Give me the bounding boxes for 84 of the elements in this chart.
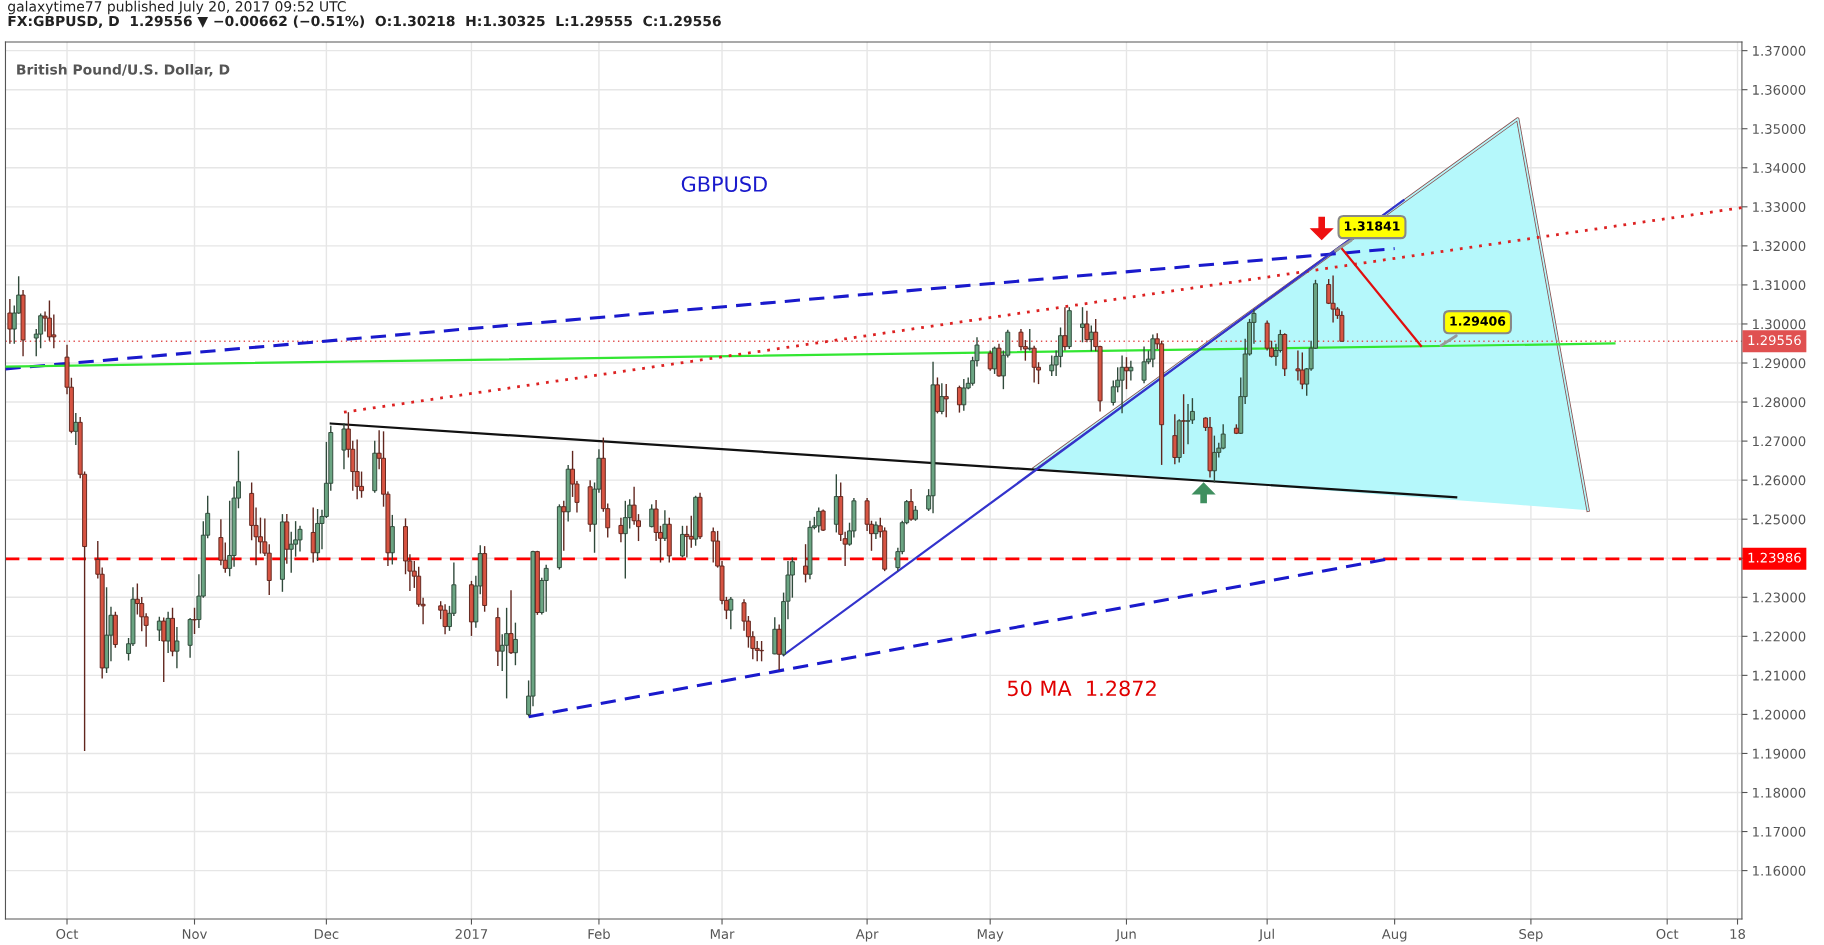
candlestick	[820, 508, 826, 532]
chart-title: FX:GBPUSD, D 1.29556 ▼ −0.00662 (−0.51%) O:1.30218 H:1.30325 L:1.29555 C:1.29556	[8, 15, 721, 29]
y-tick-label: 1.20000	[1753, 709, 1806, 720]
candlestick	[543, 564, 549, 613]
candlestick	[192, 607, 197, 635]
x-tick-label: Nov	[182, 929, 207, 939]
x-tick-label: May	[977, 929, 1004, 942]
x-tick-label: 18	[1730, 928, 1746, 939]
candlestick	[710, 526, 716, 564]
y-tick-label: 1.36000	[1753, 84, 1806, 95]
candlestick	[1031, 345, 1037, 384]
candlestick	[1330, 274, 1336, 324]
candlestick	[51, 313, 57, 349]
candlestick	[908, 488, 914, 522]
y-tick-label: 1.18000	[1753, 787, 1806, 798]
candlestick	[341, 422, 347, 470]
candlestick	[508, 589, 514, 655]
y-tick-label: 1.27000	[1753, 436, 1806, 447]
ref-line-label: 1.29556	[1748, 335, 1801, 346]
y-tick-label: 1.34000	[1753, 163, 1806, 173]
x-tick-label: Sep	[1519, 928, 1543, 942]
y-tick-label: 1.17000	[1753, 826, 1806, 837]
candlestick	[680, 525, 685, 559]
candlestick	[1181, 393, 1187, 455]
x-tick-label: Feb	[588, 928, 610, 939]
y-tick-label: 1.37000	[1753, 45, 1806, 56]
candlestick	[1141, 345, 1147, 385]
text: British Pound/U.S. Dollar, D	[17, 63, 230, 77]
candlestick	[1124, 356, 1129, 390]
annotation: GBPUSD	[681, 176, 767, 192]
y-tick-label: 1.31000	[1753, 280, 1806, 291]
annotation: 1.31841	[1344, 221, 1400, 231]
candlestick	[310, 506, 316, 564]
y-tick-label: 1.19000	[1753, 748, 1806, 759]
candlestick	[943, 383, 949, 418]
candlestick	[956, 384, 962, 414]
candlestick	[816, 506, 822, 534]
candlestick	[1299, 351, 1305, 390]
x-tick-label: Jul	[1258, 928, 1274, 942]
candlestick	[684, 525, 690, 559]
text: galaxytime77 published July 20, 2017 09:52 UTC	[8, 0, 346, 15]
candlestick	[754, 640, 760, 663]
y-tick-label: 1.29000	[1753, 358, 1806, 369]
candlestick	[561, 500, 567, 552]
candlestick	[1084, 309, 1090, 344]
candlestick	[161, 616, 167, 683]
candlestick	[1027, 328, 1033, 352]
candlestick	[7, 298, 13, 345]
y-tick-label: 1.25000	[1753, 514, 1806, 525]
candlestick	[1119, 354, 1125, 415]
candlestick	[662, 509, 668, 542]
x-tick-label: Jun	[1115, 929, 1136, 942]
y-tick-label: 1.35000	[1753, 123, 1806, 134]
candlestick	[174, 626, 180, 670]
y-tick-label: 1.26000	[1753, 475, 1806, 486]
candlestick	[354, 438, 360, 500]
candlestick	[442, 603, 448, 636]
candlestick	[987, 349, 993, 372]
y-tick-label: 1.16000	[1753, 865, 1806, 876]
ref-line-label: 1.23986	[1748, 552, 1801, 563]
y-tick-label: 1.30000	[1753, 319, 1806, 330]
candlestick	[297, 525, 303, 553]
x-tick-label: 2017	[455, 928, 488, 939]
x-tick-label: Oct	[56, 928, 79, 939]
candlestick	[156, 616, 162, 642]
candlestick	[618, 516, 624, 543]
candlestick	[803, 543, 809, 584]
y-tick-label: 1.23000	[1753, 592, 1806, 603]
y-tick-label: 1.33000	[1753, 202, 1806, 213]
x-tick-label: Oct	[1656, 928, 1679, 939]
y-tick-label: 1.32000	[1753, 241, 1806, 252]
x-tick-label: Dec	[314, 929, 339, 939]
annotation: 1.29406	[1450, 316, 1506, 326]
candlestick	[622, 500, 628, 580]
x-tick-label: Apr	[855, 929, 879, 942]
y-tick-label: 1.22000	[1753, 631, 1806, 642]
y-tick-label: 1.21000	[1753, 670, 1806, 681]
annotation: 50 MA 1.2872	[1007, 680, 1156, 697]
x-tick-label: Mar	[710, 929, 735, 939]
candlestick	[1220, 423, 1226, 450]
y-tick-label: 1.28000	[1753, 397, 1806, 408]
candlestick	[1049, 354, 1055, 377]
candlestick	[1080, 306, 1085, 344]
x-tick-label: Aug	[1381, 929, 1407, 942]
